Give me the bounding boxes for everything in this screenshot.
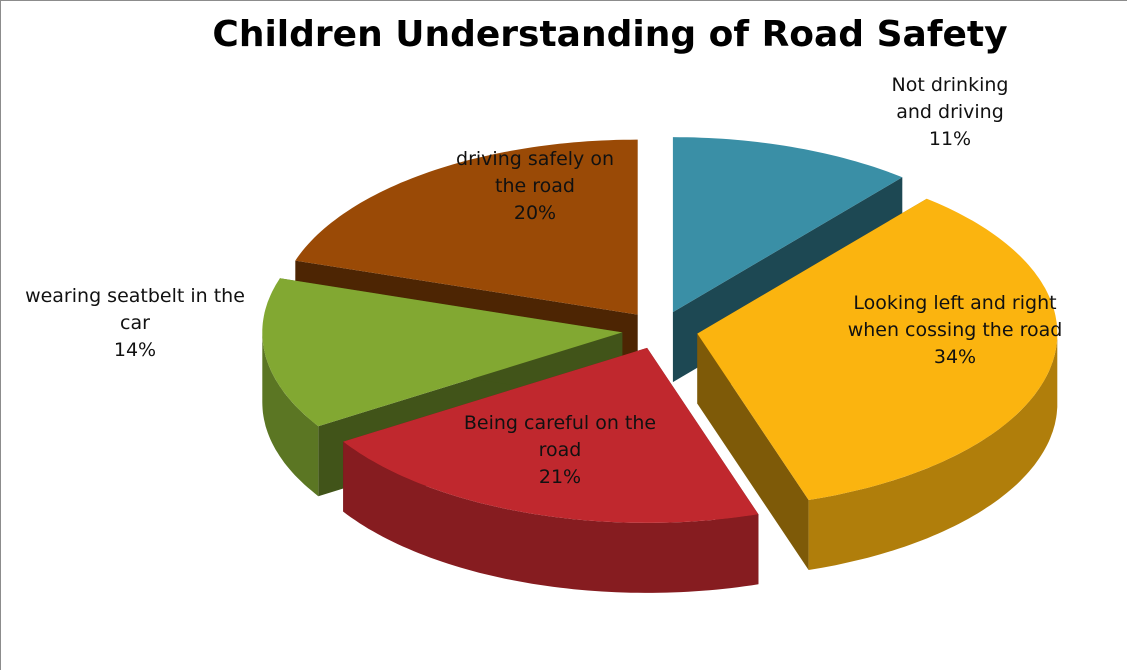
slice-value: 14%: [113, 339, 157, 361]
slice-outer-wall: [262, 332, 319, 497]
slice-category: Looking left and right when cossing the …: [847, 292, 1063, 341]
pie-slice: [343, 347, 759, 523]
slice-radial-wall: [697, 333, 809, 570]
chart-title: Children Understanding of Road Safety: [212, 14, 1008, 55]
slice-outer-wall: [808, 333, 1058, 570]
pie-slice: [672, 137, 903, 313]
slice-label: wearing seatbelt in the car 14%: [10, 283, 260, 364]
slice-value: 20%: [513, 202, 557, 224]
slice-value: 34%: [933, 346, 977, 368]
slice-category: wearing seatbelt in the car: [25, 285, 245, 334]
pie-slice: [295, 139, 638, 315]
slice-label: driving safely on the road 20%: [440, 146, 630, 227]
pie-slice: [697, 198, 1058, 500]
slice-label: Being careful on the road 21%: [460, 410, 660, 491]
slice-label: Looking left and right when cossing the …: [840, 290, 1070, 371]
slice-value: 21%: [538, 466, 582, 488]
slice-label: Not drinking and driving 11%: [880, 72, 1020, 153]
slice-value: 11%: [928, 128, 972, 150]
slice-category: Being careful on the road: [463, 412, 657, 461]
slice-category: Not drinking and driving: [891, 74, 1009, 123]
pie-slice: [262, 278, 623, 427]
slice-category: driving safely on the road: [456, 148, 614, 197]
slice-outer-wall: [343, 441, 759, 593]
